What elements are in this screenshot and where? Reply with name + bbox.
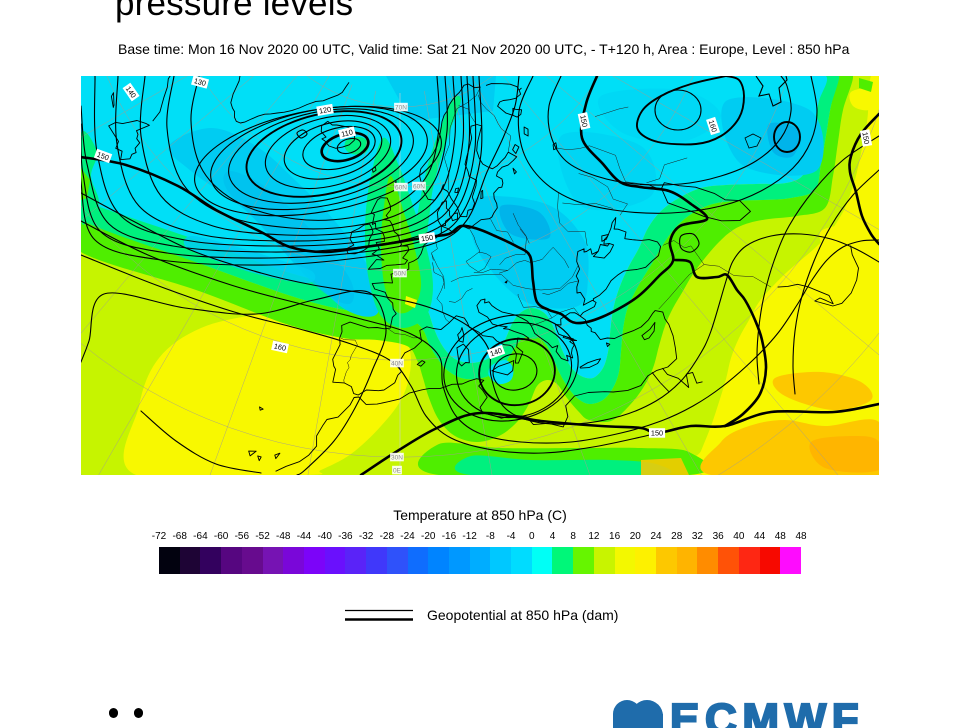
svg-text:0E: 0E xyxy=(393,467,402,474)
svg-text:60N: 60N xyxy=(395,184,407,191)
svg-text:ECMWF: ECMWF xyxy=(670,698,864,728)
svg-text:150: 150 xyxy=(578,114,589,128)
svg-text:110: 110 xyxy=(340,127,353,139)
svg-text:60N: 60N xyxy=(413,183,425,190)
svg-text:150: 150 xyxy=(860,131,871,145)
svg-text:130: 130 xyxy=(193,76,207,88)
svg-text:150: 150 xyxy=(651,429,663,438)
svg-text:160: 160 xyxy=(707,119,719,133)
svg-text:120: 120 xyxy=(318,105,332,116)
svg-text:160: 160 xyxy=(273,341,287,352)
svg-text:30N: 30N xyxy=(391,454,403,461)
svg-text:140: 140 xyxy=(489,346,504,359)
svg-text:150: 150 xyxy=(420,233,433,244)
svg-text:150: 150 xyxy=(96,150,111,163)
svg-text:50N: 50N xyxy=(394,270,406,277)
svg-text:70N: 70N xyxy=(395,104,407,111)
svg-text:40N: 40N xyxy=(391,360,403,367)
